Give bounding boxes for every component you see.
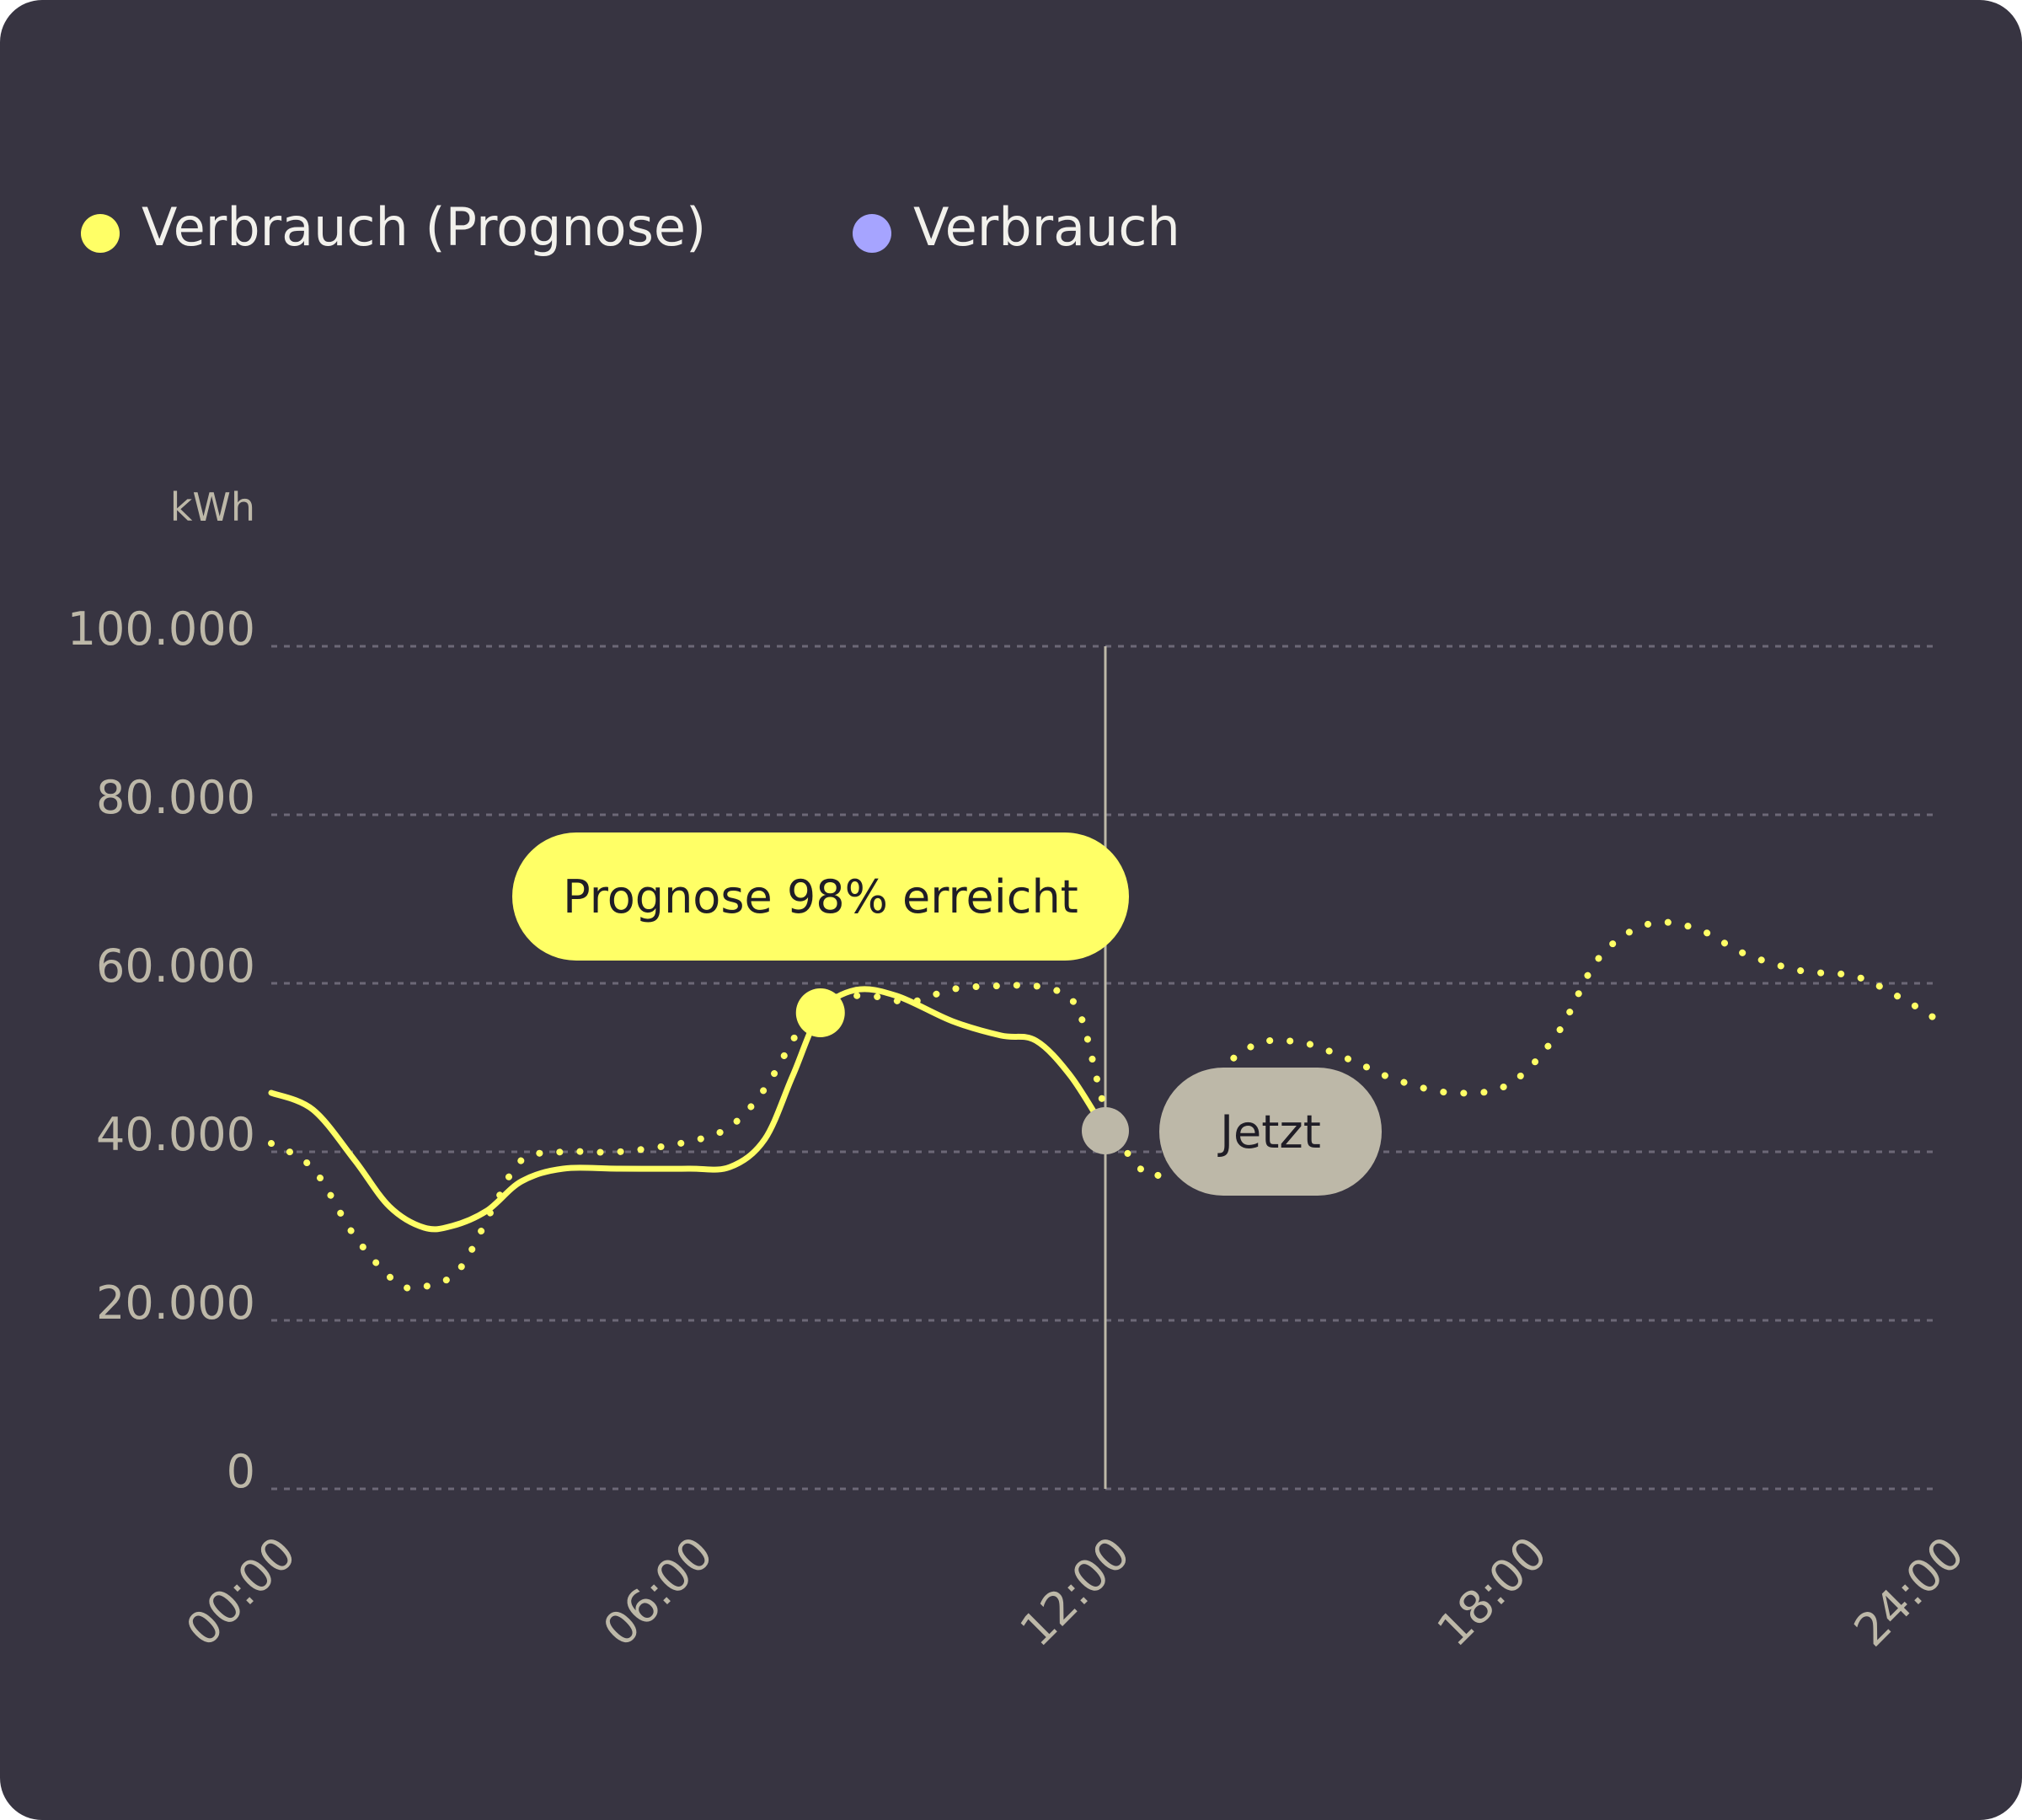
forecast-reached-point[interactable] bbox=[795, 988, 845, 1037]
y-axis-unit-label: kWh bbox=[170, 484, 255, 530]
y-tick-label: 100.000 bbox=[67, 602, 255, 656]
y-tick-label: 40.000 bbox=[96, 1108, 255, 1161]
forecast-reached-callout-bg bbox=[512, 832, 1129, 961]
y-tick-label: 0 bbox=[227, 1445, 255, 1498]
x-tick-label: 12:00 bbox=[1010, 1527, 1141, 1657]
x-tick-label: 24:00 bbox=[1844, 1527, 1975, 1657]
y-tick-label: 20.000 bbox=[96, 1277, 255, 1330]
series-lines bbox=[268, 918, 1943, 1293]
x-tick-label: 00:00 bbox=[176, 1527, 307, 1657]
x-axis-ticks: 00:00 06:00 12:00 18:00 24:00 bbox=[176, 1527, 1975, 1657]
now-callout-bg bbox=[1159, 1068, 1382, 1196]
legend-label-consumption: Verbrauch bbox=[913, 196, 1180, 258]
now-point[interactable] bbox=[1082, 1107, 1129, 1154]
series-line-consumption bbox=[268, 986, 1109, 1233]
y-axis-ticks: 0 20.000 40.000 60.000 80.000 100.000 bbox=[67, 602, 255, 1498]
legend-dot-consumption bbox=[853, 214, 891, 253]
forecast-reached-callout: Prognose 98% erreicht bbox=[512, 832, 1129, 961]
x-tick-label: 18:00 bbox=[1427, 1527, 1558, 1657]
y-tick-label: 60.000 bbox=[96, 939, 255, 993]
forecast-reached-callout-text: Prognose 98% erreicht bbox=[563, 870, 1078, 923]
legend-dot-forecast bbox=[81, 214, 120, 253]
x-tick-label: 06:00 bbox=[593, 1527, 724, 1657]
now-callout: Jetzt bbox=[1159, 1068, 1382, 1196]
legend-label-forecast: Verbrauch (Prognose) bbox=[142, 196, 707, 258]
now-callout-text: Jetzt bbox=[1217, 1105, 1321, 1159]
y-tick-label: 80.000 bbox=[96, 771, 255, 824]
